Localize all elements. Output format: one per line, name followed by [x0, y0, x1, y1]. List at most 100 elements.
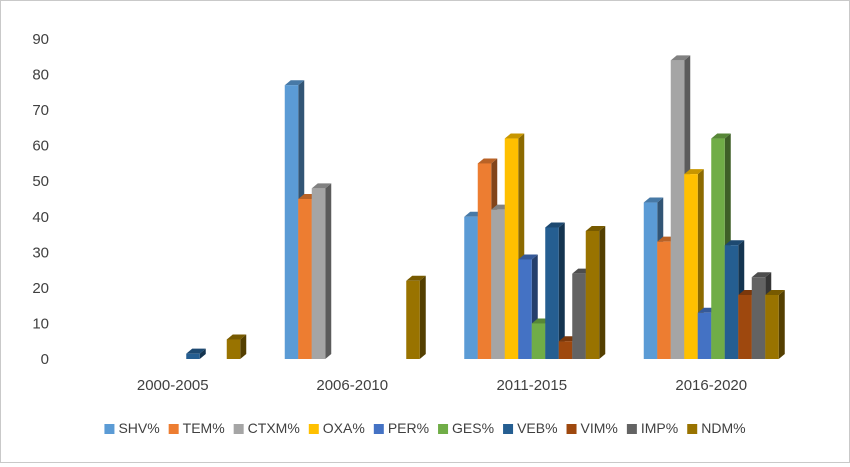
- bar: [545, 222, 565, 359]
- y-tick-label: 40: [32, 209, 49, 226]
- legend-label: TEM%: [183, 420, 225, 436]
- bar-front: [585, 231, 600, 359]
- legend-swatch: [233, 424, 244, 434]
- bar-front: [504, 138, 519, 359]
- bar-front: [406, 280, 420, 359]
- bar-top: [670, 55, 691, 61]
- y-tick-label: 30: [32, 244, 49, 261]
- y-tick-label: 60: [32, 138, 49, 155]
- bar-top: [186, 348, 206, 354]
- bar: [186, 348, 206, 359]
- legend-item: GES%: [438, 420, 494, 436]
- bar-front: [765, 295, 779, 359]
- bar-front: [684, 174, 698, 359]
- bar-front: [531, 323, 546, 359]
- legend-swatch: [104, 424, 115, 434]
- legend-label: GES%: [452, 420, 494, 436]
- bar-front: [670, 60, 685, 359]
- bar-front: [558, 341, 573, 359]
- bar: [765, 290, 785, 359]
- legend-item: VIM%: [566, 420, 618, 436]
- legend-swatch: [566, 424, 577, 434]
- y-tick-label: 0: [41, 351, 49, 368]
- bar-top: [711, 133, 731, 139]
- bar-front: [284, 85, 299, 359]
- bar-front: [464, 216, 478, 359]
- bar-side: [778, 290, 785, 359]
- legend-label: CTXM%: [248, 420, 300, 436]
- bar: [226, 334, 247, 359]
- bar-top: [518, 254, 538, 260]
- legend-swatch: [626, 424, 637, 434]
- y-tick-label: 50: [32, 173, 49, 190]
- legend-item: SHV%: [104, 420, 160, 436]
- x-axis: 2000-2005 2006-2010 2011-2015 2016-2020: [137, 377, 747, 394]
- bar-front: [491, 209, 505, 359]
- y-tick-label: 70: [32, 102, 49, 119]
- bar: [406, 275, 426, 359]
- legend-swatch: [687, 424, 698, 434]
- bar-side: [599, 226, 606, 359]
- legend-swatch: [438, 424, 449, 434]
- legend-label: OXA%: [323, 420, 365, 436]
- bar-front: [226, 339, 241, 359]
- bar-top: [284, 80, 305, 86]
- legend-label: NDM%: [701, 420, 745, 436]
- bar-front: [657, 241, 671, 359]
- legend-label: PER%: [388, 420, 429, 436]
- bar-top: [724, 240, 745, 246]
- x-category-label: 2000-2005: [137, 377, 209, 394]
- legend-label: IMP%: [641, 420, 678, 436]
- bar: [585, 226, 606, 359]
- bar-top: [406, 275, 426, 281]
- bar-top: [504, 133, 525, 139]
- bar-front: [298, 199, 312, 359]
- bar-front: [186, 353, 200, 359]
- legend-item: TEM%: [168, 420, 225, 436]
- bar-side: [199, 348, 206, 359]
- bar-front: [643, 202, 658, 359]
- y-axis: 0 10 20 30 40 50 60 70 80 90: [32, 31, 49, 368]
- bar-front: [751, 277, 766, 359]
- bar-top: [545, 222, 565, 228]
- legend-item: CTXM%: [233, 420, 300, 436]
- bar-side: [558, 222, 565, 359]
- y-tick-label: 90: [32, 31, 49, 48]
- legend-swatch: [373, 424, 384, 434]
- bar-front: [572, 273, 586, 359]
- bar-front: [711, 138, 725, 359]
- bar-top: [477, 158, 498, 164]
- legend: SHV% TEM% CTXM% OXA% PER% GES% VEB% VIM% IMP% NDM…: [104, 420, 746, 436]
- bar-front: [477, 163, 492, 359]
- bar-series: [186, 55, 785, 359]
- legend-label: VEB%: [517, 420, 557, 436]
- legend-label: SHV%: [118, 420, 159, 436]
- bar: [311, 183, 332, 359]
- legend-item: PER%: [373, 420, 429, 436]
- legend-item: OXA%: [308, 420, 365, 436]
- legend-item: IMP%: [626, 420, 678, 436]
- bar-front: [724, 245, 739, 359]
- legend-swatch: [308, 424, 319, 434]
- bar-top: [585, 226, 606, 231]
- y-tick-label: 10: [32, 315, 49, 332]
- bar-top: [226, 334, 247, 340]
- bar-front: [738, 295, 752, 359]
- bar-side: [325, 183, 332, 359]
- y-tick-label: 80: [32, 67, 49, 84]
- bar-front: [518, 259, 532, 359]
- bar-side: [419, 275, 426, 359]
- x-category-label: 2011-2015: [496, 377, 567, 394]
- legend-item: NDM%: [687, 420, 746, 436]
- bar-top: [684, 169, 704, 175]
- bar-side: [240, 334, 247, 359]
- legend-swatch: [503, 424, 514, 434]
- bar-top: [311, 183, 332, 189]
- x-category-label: 2016-2020: [675, 377, 747, 394]
- legend-label: VIM%: [581, 420, 618, 436]
- bar-front: [311, 188, 326, 359]
- bar-top: [765, 290, 785, 295]
- legend-swatch: [168, 424, 179, 434]
- bar-top: [751, 272, 772, 278]
